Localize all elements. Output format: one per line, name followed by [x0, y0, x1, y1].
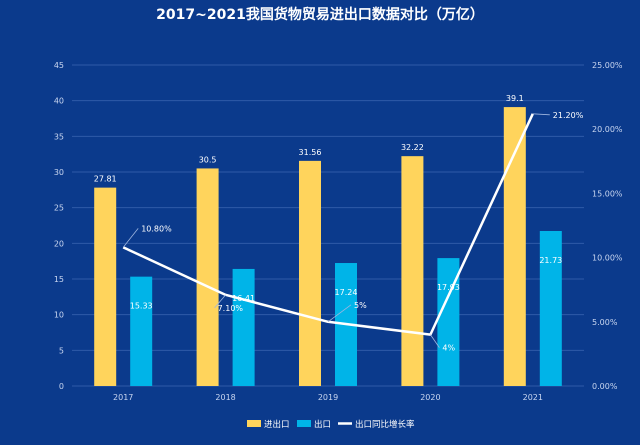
x-tick-label: 2021 — [523, 393, 543, 402]
data-label-import-export: 27.81 — [94, 175, 117, 184]
y-left-tick-label: 10 — [54, 311, 64, 320]
bar-export — [232, 268, 255, 386]
chart-title: 2017~2021我国货物贸易进出口数据对比（万亿） — [156, 6, 484, 23]
legend-item: 进出口 — [247, 419, 290, 430]
data-label-export: 21.73 — [539, 256, 562, 265]
y-left-tick-label: 40 — [54, 97, 64, 106]
y-right-tick-label: 0.00% — [592, 382, 618, 391]
legend-item: 出口同比增长率 — [338, 419, 415, 430]
data-label-growth-rate: 10.80% — [141, 224, 172, 233]
data-label-growth-rate: 5% — [354, 301, 367, 310]
legend-label: 进出口 — [264, 419, 290, 430]
y-right-tick-label: 15.00% — [592, 189, 623, 198]
bar-import-export — [94, 187, 117, 386]
y-left-tick-label: 15 — [54, 275, 64, 284]
y-left-tick-label: 35 — [54, 132, 64, 141]
y-right-tick-label: 10.00% — [592, 254, 623, 263]
y-left-tick-label: 30 — [54, 168, 64, 177]
data-label-growth-rate: 7.10% — [218, 304, 244, 313]
bars — [94, 107, 562, 386]
bar-export — [437, 258, 460, 386]
data-label-export: 15.33 — [130, 302, 153, 311]
y-right-tick-label: 20.00% — [592, 125, 623, 134]
bar-export — [130, 276, 153, 386]
x-tick-label: 2018 — [215, 393, 235, 402]
y-left-tick-label: 0 — [59, 382, 64, 391]
x-tick-label: 2017 — [113, 393, 133, 402]
left-y-axis: 0 5 10 15 20 25 30 35 40 45 — [54, 61, 64, 391]
y-left-tick-label: 45 — [54, 61, 64, 70]
series-line-growth-rate — [122, 113, 534, 336]
data-label-export: 16.41 — [232, 294, 255, 303]
bar-import-export — [503, 107, 526, 386]
y-left-tick-label: 25 — [54, 204, 64, 213]
y-right-tick-label: 5.00% — [592, 318, 618, 327]
legend-swatch — [297, 420, 311, 427]
data-label-growth-rate: 21.20% — [553, 111, 584, 120]
data-label-import-export: 30.5 — [199, 155, 217, 164]
y-left-tick-label: 5 — [59, 346, 64, 355]
data-label-export: 17.93 — [437, 283, 460, 292]
y-right-tick-label: 25.00% — [592, 61, 623, 70]
leader-line — [532, 113, 550, 116]
legend-item: 出口 — [297, 419, 331, 430]
data-label-import-export: 39.1 — [506, 94, 524, 103]
leader-line — [214, 294, 226, 309]
bar-export — [539, 230, 562, 386]
legend-label: 出口同比增长率 — [355, 419, 415, 430]
x-tick-label: 2020 — [420, 393, 440, 402]
bar-import-export — [401, 156, 424, 386]
growth-line — [122, 113, 534, 336]
bar-import-export — [299, 160, 321, 386]
x-axis: 2017 2018 2019 2020 2021 — [113, 393, 543, 402]
data-label-import-export: 31.56 — [299, 148, 322, 157]
data-label-export: 17.24 — [335, 288, 358, 297]
data-label-import-export: 32.22 — [401, 143, 424, 152]
data-label-growth-rate: 4% — [442, 344, 455, 353]
bar-import-export — [196, 168, 219, 386]
leader-line — [430, 334, 440, 348]
right-y-axis: 0.00% 5.00% 10.00% 15.00% 20.00% 25.00% — [592, 61, 623, 391]
x-tick-label: 2019 — [318, 393, 338, 402]
legend: 进出口 出口 出口同比增长率 — [247, 419, 415, 430]
leader-line — [327, 304, 352, 323]
data-labels: 27.81 30.5 31.56 32.22 39.1 15.33 16.41 17.24 17… — [94, 94, 584, 353]
grid-lines — [72, 64, 584, 387]
legend-swatch — [247, 420, 261, 427]
legend-label: 出口 — [314, 419, 331, 430]
leader-line — [122, 228, 139, 248]
y-left-tick-label: 20 — [54, 239, 64, 248]
